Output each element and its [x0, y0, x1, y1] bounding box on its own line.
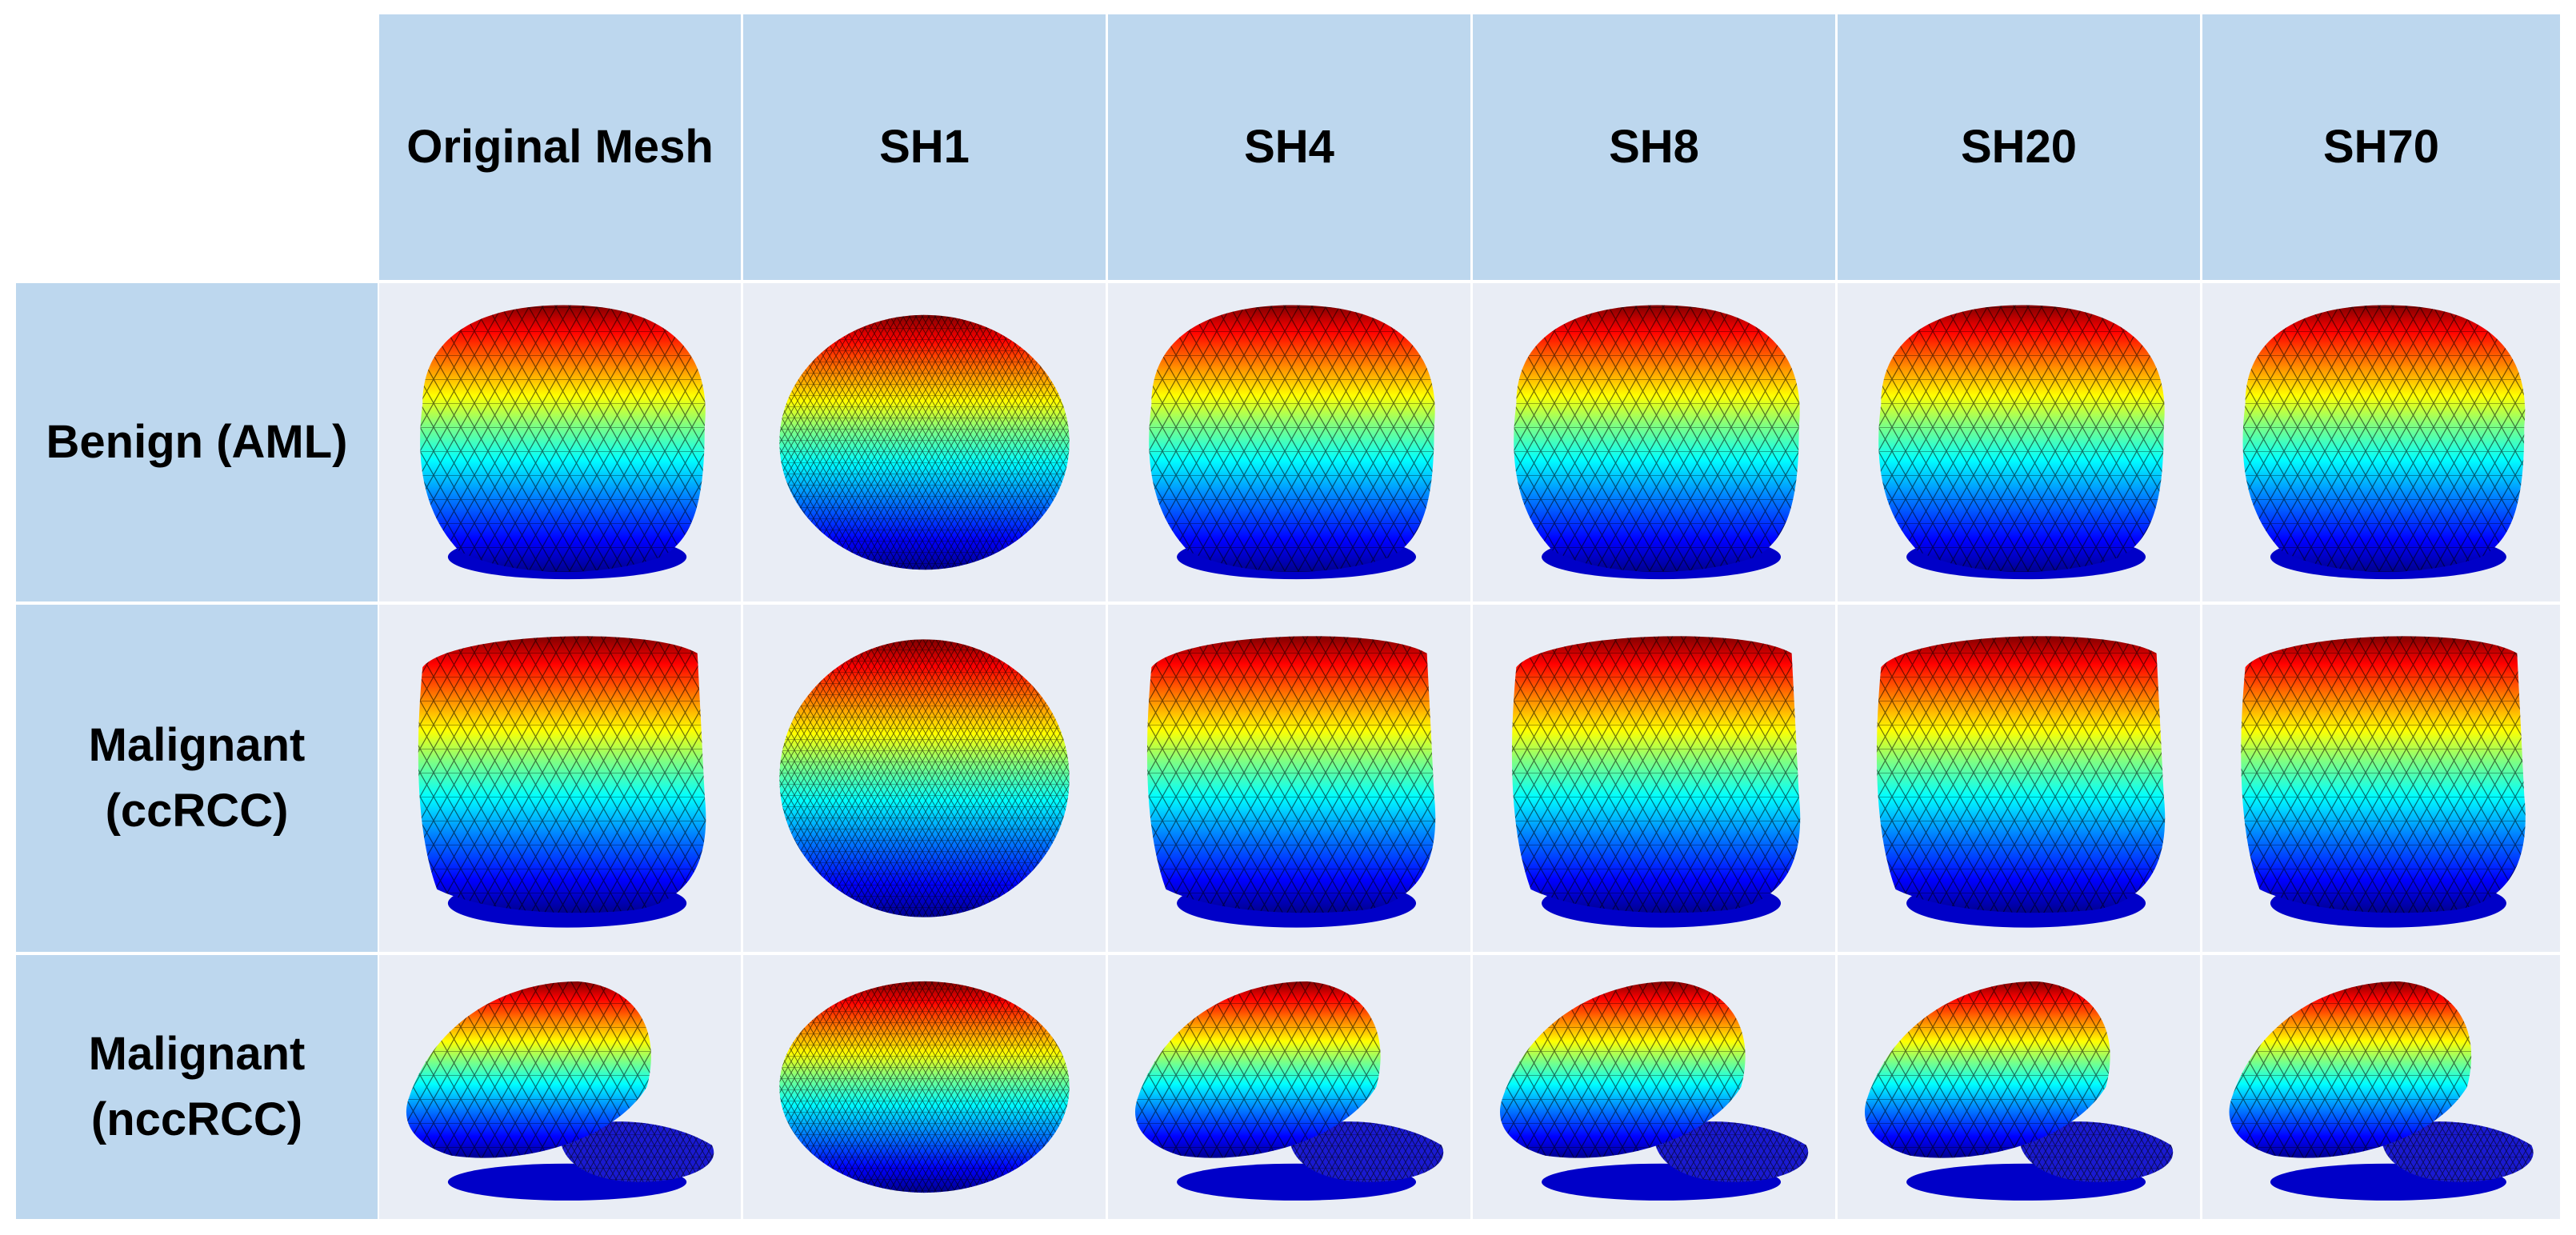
row-header-benign-aml: Benign (AML)	[16, 283, 378, 602]
mesh-cell	[1108, 955, 1470, 1219]
mesh-cell	[743, 955, 1106, 1219]
mesh-cell	[1108, 605, 1470, 952]
mesh-cell	[1108, 283, 1470, 602]
column-header-label: SH1	[879, 121, 970, 173]
mesh-aml-original	[420, 305, 706, 580]
column-header-label: SH8	[1609, 121, 1699, 173]
column-header-sh70: SH70	[2202, 14, 2560, 280]
mesh-cell	[379, 605, 741, 952]
mesh-cell	[743, 283, 1106, 602]
mesh-ccrcc-sh8	[1511, 636, 1801, 928]
mesh-nccrcc-original	[406, 981, 714, 1201]
mesh-cell	[1838, 605, 2200, 952]
mesh-cell	[1838, 283, 2200, 602]
mesh-aml-sh20	[1878, 305, 2165, 580]
mesh-aml-sh4	[1149, 305, 1435, 580]
mesh-cell	[743, 605, 1106, 952]
mesh-cell	[379, 955, 741, 1219]
column-header-sh8: SH8	[1473, 14, 1835, 280]
column-header-label: SH4	[1244, 121, 1334, 173]
mesh-ccrcc-sh4	[1146, 636, 1436, 928]
mesh-aml-sh8	[1514, 305, 1800, 580]
column-header-label: SH70	[2322, 121, 2440, 173]
row-header-label: Benign (AML)	[46, 416, 348, 468]
corner-cell	[0, 0, 378, 282]
column-header-sh20: SH20	[1838, 14, 2200, 280]
column-header-sh4: SH4	[1108, 14, 1470, 280]
mesh-aml-sh70	[2242, 305, 2526, 580]
column-header-sh1: SH1	[743, 14, 1106, 280]
mesh-aml-sh1	[779, 314, 1070, 570]
mesh-ccrcc-sh20	[1876, 636, 2166, 928]
mesh-cell	[1473, 283, 1835, 602]
mesh-cell	[2202, 283, 2560, 602]
row-header-malignant-ccrcc: Malignant (ccRCC)	[16, 605, 378, 952]
mesh-nccrcc-sh8	[1499, 981, 1809, 1201]
mesh-cell	[1473, 605, 1835, 952]
row-header-malignant-nccrcc: Malignant (nccRCC)	[16, 955, 378, 1219]
mesh-cell	[2202, 955, 2560, 1219]
mesh-cell	[379, 283, 741, 602]
column-header-label: SH20	[1960, 121, 2078, 173]
row-header-label: Malignant (nccRCC)	[88, 1028, 306, 1145]
mesh-cell	[1473, 955, 1835, 1219]
column-header-original-mesh: Original Mesh	[379, 14, 741, 280]
mesh-nccrcc-sh4	[1134, 981, 1444, 1201]
mesh-nccrcc-sh20	[1864, 981, 2174, 1201]
column-header-label: Original Mesh	[406, 121, 714, 173]
mesh-cell	[2202, 605, 2560, 952]
mesh-nccrcc-sh1	[779, 981, 1070, 1193]
mesh-ccrcc-sh70	[2241, 636, 2526, 928]
row-header-label: Malignant (ccRCC)	[88, 719, 306, 837]
mesh-nccrcc-sh70	[2229, 981, 2534, 1201]
mesh-cell	[1838, 955, 2200, 1219]
mesh-ccrcc-original	[418, 636, 706, 928]
mesh-ccrcc-sh1	[779, 639, 1070, 917]
